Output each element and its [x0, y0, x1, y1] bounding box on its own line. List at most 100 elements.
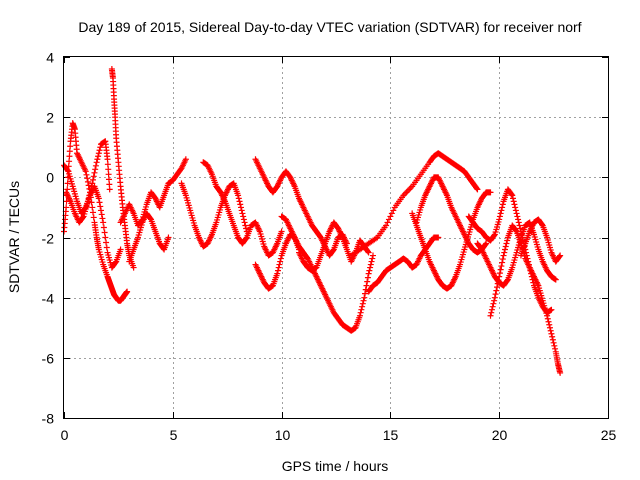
data-point: [105, 176, 112, 183]
data-point: [361, 294, 368, 301]
data-point: [364, 248, 371, 255]
data-point: [496, 213, 503, 220]
data-point: [497, 210, 504, 217]
data-point: [509, 195, 516, 202]
data-point: [63, 204, 70, 211]
data-point: [493, 287, 500, 294]
data-point: [241, 219, 248, 226]
data-point: [510, 198, 517, 205]
data-point: [487, 189, 494, 196]
y-tick-label: -8: [42, 411, 55, 427]
data-point: [356, 312, 363, 319]
data-point: [515, 219, 522, 226]
x-tick-label: 10: [275, 427, 291, 443]
data-point: [503, 240, 510, 247]
series-arc-19: [465, 186, 555, 316]
series-arc-2: [61, 162, 124, 271]
data-point: [357, 309, 364, 316]
x-tick-label: 15: [383, 427, 399, 443]
data-point: [545, 318, 552, 325]
data-point: [96, 199, 103, 206]
data-point: [494, 284, 501, 291]
data-point: [98, 211, 105, 218]
data-point: [235, 192, 242, 199]
data-point: [91, 169, 98, 176]
data-point: [557, 252, 564, 259]
x-tick-label: 0: [61, 427, 69, 443]
data-point: [85, 195, 92, 202]
data-point: [88, 183, 95, 190]
data-point: [365, 270, 372, 277]
data-point: [557, 369, 564, 376]
y-axis-label: SDTVAR / TECUs: [6, 181, 22, 293]
data-point: [387, 213, 394, 220]
data-point: [97, 207, 104, 214]
data-point: [384, 219, 391, 226]
data-points: [61, 66, 564, 376]
data-point: [112, 259, 119, 266]
data-point: [369, 255, 376, 262]
data-point: [529, 276, 536, 283]
data-point: [435, 234, 442, 241]
data-point: [82, 168, 89, 175]
data-point: [90, 176, 97, 183]
data-point: [549, 333, 556, 340]
data-point: [64, 167, 71, 174]
series-arc-4: [108, 66, 137, 271]
series-arc-9: [252, 156, 350, 259]
data-point: [367, 264, 374, 271]
data-point: [90, 214, 97, 221]
data-point: [235, 195, 242, 202]
data-point: [544, 315, 551, 322]
series-arc-16: [413, 174, 490, 256]
data-point: [67, 143, 74, 150]
data-point: [100, 219, 107, 226]
data-point: [87, 189, 94, 196]
data-point: [130, 264, 137, 271]
data-point: [94, 156, 101, 163]
data-point: [550, 339, 557, 346]
data-point: [517, 225, 524, 232]
y-tick-label: 2: [46, 110, 54, 126]
data-point: [526, 264, 533, 271]
chart-title: Day 189 of 2015, Sidereal Day-to-day VTE…: [78, 19, 581, 35]
data-point: [548, 306, 555, 313]
data-point: [90, 209, 97, 216]
series-arc-6: [126, 210, 172, 265]
axis-ticks: 0 5 10 15 20 25 -8 -6 -4 -2 0 2 4: [42, 50, 617, 444]
data-point: [278, 228, 285, 235]
data-point: [358, 306, 365, 313]
data-point: [490, 300, 497, 307]
data-point: [360, 297, 367, 304]
data-point: [359, 303, 366, 310]
data-point: [275, 264, 282, 271]
data-point: [488, 306, 495, 313]
data-point: [88, 199, 95, 206]
data-point: [519, 234, 526, 241]
data-point: [365, 249, 372, 256]
data-point: [99, 215, 106, 222]
data-point: [367, 261, 374, 268]
data-point: [499, 204, 506, 211]
data-point: [512, 204, 519, 211]
data-point: [105, 171, 112, 178]
data-point: [504, 277, 511, 284]
data-point: [473, 185, 480, 192]
data-point: [66, 148, 73, 155]
data-point: [500, 252, 507, 259]
series-arc-14: [348, 150, 481, 259]
data-point: [84, 178, 91, 185]
data-point: [547, 327, 554, 334]
y-tick-label: 0: [46, 170, 54, 186]
data-point: [528, 270, 535, 277]
data-point: [89, 180, 96, 187]
series-arc-8: [200, 159, 285, 259]
data-point: [499, 256, 506, 263]
data-point: [90, 173, 97, 180]
data-point: [512, 207, 519, 214]
data-point: [552, 345, 559, 352]
data-point: [95, 195, 102, 202]
data-point: [511, 201, 518, 208]
data-point: [105, 166, 112, 173]
data-point: [84, 175, 91, 182]
